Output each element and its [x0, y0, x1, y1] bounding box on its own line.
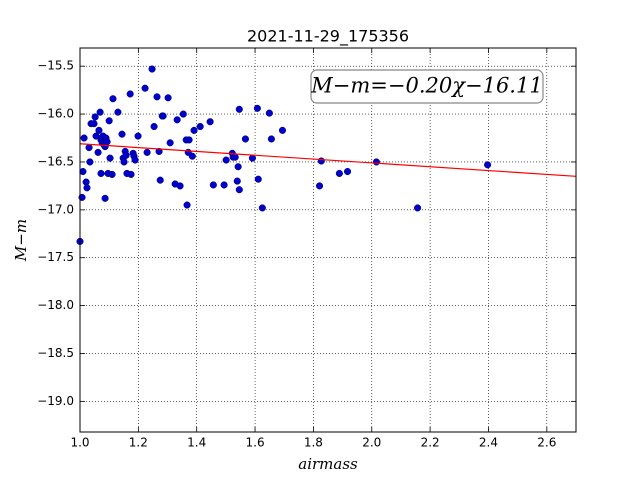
data-point [164, 94, 172, 102]
data-point [92, 132, 100, 140]
data-point [80, 134, 88, 142]
data-point [253, 104, 261, 112]
data-point [254, 175, 262, 183]
data-point [278, 126, 287, 134]
data-point [96, 108, 104, 116]
data-point [101, 194, 109, 202]
data-point [114, 108, 122, 116]
y-tick-label: −17.0 [37, 202, 74, 216]
data-point [108, 170, 116, 178]
data-point [206, 118, 214, 126]
data-point [143, 148, 151, 156]
data-point [267, 135, 275, 143]
data-point [83, 184, 91, 192]
data-point [235, 105, 243, 113]
y-tick-label: −18.0 [37, 298, 74, 312]
data-point [258, 204, 266, 212]
data-point [220, 181, 228, 189]
data-point [150, 122, 158, 131]
fit-line [79, 143, 577, 177]
y-tick-label: −16.0 [37, 107, 74, 121]
data-point [94, 148, 102, 156]
plot-frame [79, 47, 577, 433]
y-axis-label: M−m [12, 219, 30, 262]
data-point [126, 90, 134, 98]
data-point [209, 181, 217, 189]
data-point [134, 132, 142, 140]
data-point [166, 139, 174, 147]
x-tick-label: 1.8 [304, 436, 323, 450]
data-point [188, 152, 196, 160]
x-tick-label: 1.4 [187, 436, 206, 450]
y-tick-label: −15.5 [37, 59, 74, 73]
data-point [185, 136, 193, 144]
data-point [484, 161, 492, 169]
x-tick-label: 2.0 [362, 436, 381, 450]
data-point [118, 130, 126, 138]
y-tick-label: −19.0 [37, 394, 74, 408]
data-point [372, 158, 380, 166]
data-point [233, 177, 241, 185]
data-point [85, 144, 93, 152]
data-point [148, 65, 156, 73]
data-point [222, 156, 230, 164]
data-point [315, 182, 324, 190]
x-tick-label: 2.6 [537, 436, 556, 450]
y-tick-label: −17.5 [37, 250, 74, 264]
data-point [141, 84, 149, 92]
data-point [179, 110, 187, 118]
data-point [317, 157, 325, 165]
data-point [91, 113, 99, 121]
data-point [414, 204, 422, 212]
data-point [235, 186, 243, 194]
data-point [176, 182, 184, 190]
data-point [173, 116, 181, 124]
x-tick-label: 2.2 [421, 436, 440, 450]
data-point [105, 117, 113, 125]
y-tick-label: −18.5 [37, 346, 74, 360]
data-point [155, 147, 163, 155]
x-tick-label: 1.6 [246, 436, 265, 450]
chart-title: 2021-11-29_175356 [247, 27, 409, 47]
data-point [159, 112, 167, 120]
data-point [241, 135, 249, 143]
data-point [190, 126, 198, 134]
data-point [343, 167, 352, 176]
data-point [127, 170, 135, 178]
data-point [231, 153, 239, 161]
annotation: M−m=−0.20χ−16.11 [310, 74, 542, 98]
data-point [265, 109, 273, 117]
x-tick-label: 2.4 [479, 436, 498, 450]
data-point [196, 122, 204, 131]
data-point [86, 158, 94, 166]
data-point [131, 156, 139, 164]
data-point [109, 95, 117, 103]
data-point [156, 176, 164, 184]
data-point [335, 169, 343, 177]
data-point [97, 169, 105, 177]
data-point [103, 138, 111, 146]
data-point [234, 163, 242, 171]
data-point [122, 151, 130, 159]
annotation-box [310, 69, 544, 104]
data-point [120, 158, 128, 166]
data-point [95, 126, 103, 134]
data-point [106, 154, 114, 162]
data-point [183, 201, 191, 209]
data-point [153, 93, 161, 101]
x-axis-label: airmass [298, 455, 358, 473]
y-tick-label: −16.5 [37, 154, 74, 168]
data-point [90, 120, 98, 128]
data-point [79, 167, 87, 176]
x-tick-label: 1.2 [129, 436, 148, 450]
x-tick-label: 1.0 [70, 436, 89, 450]
